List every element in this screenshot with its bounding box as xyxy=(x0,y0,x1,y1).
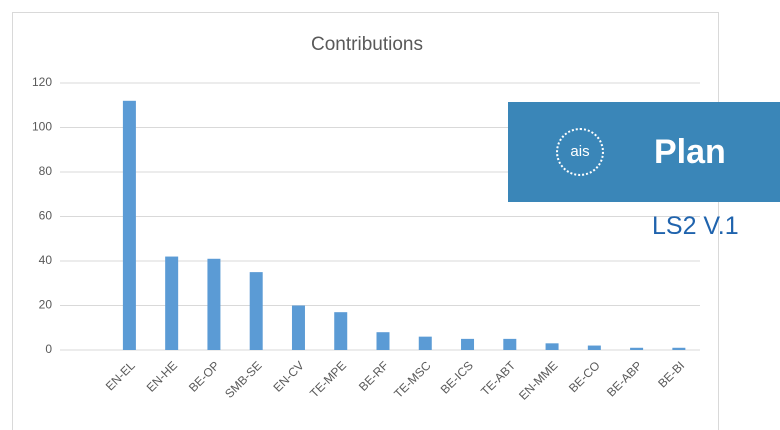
bar xyxy=(503,338,517,350)
bar xyxy=(249,272,263,350)
bar xyxy=(376,332,390,350)
chart-title: Contributions xyxy=(311,34,423,55)
logo-label: Plan xyxy=(654,133,726,171)
y-tick-label: 40 xyxy=(39,253,53,267)
bar xyxy=(672,347,686,350)
y-tick-label: 60 xyxy=(39,209,53,223)
y-tick-label: 0 xyxy=(45,342,52,356)
bar xyxy=(165,256,179,350)
y-tick-label: 100 xyxy=(32,120,52,134)
bar xyxy=(207,258,221,350)
bar xyxy=(334,312,348,350)
y-tick-label: 120 xyxy=(32,75,52,89)
bar xyxy=(291,305,305,350)
bar xyxy=(545,343,559,350)
version-label: LS2 V.1 xyxy=(652,212,739,240)
logo-icon: ais xyxy=(556,128,604,176)
bar xyxy=(122,100,136,350)
bar xyxy=(418,336,432,350)
y-tick-label: 80 xyxy=(39,164,53,178)
bar xyxy=(587,345,601,350)
logo-badge: ais Plan xyxy=(508,102,780,202)
y-tick-label: 20 xyxy=(39,298,53,312)
bar xyxy=(461,338,475,350)
bar xyxy=(630,347,644,350)
